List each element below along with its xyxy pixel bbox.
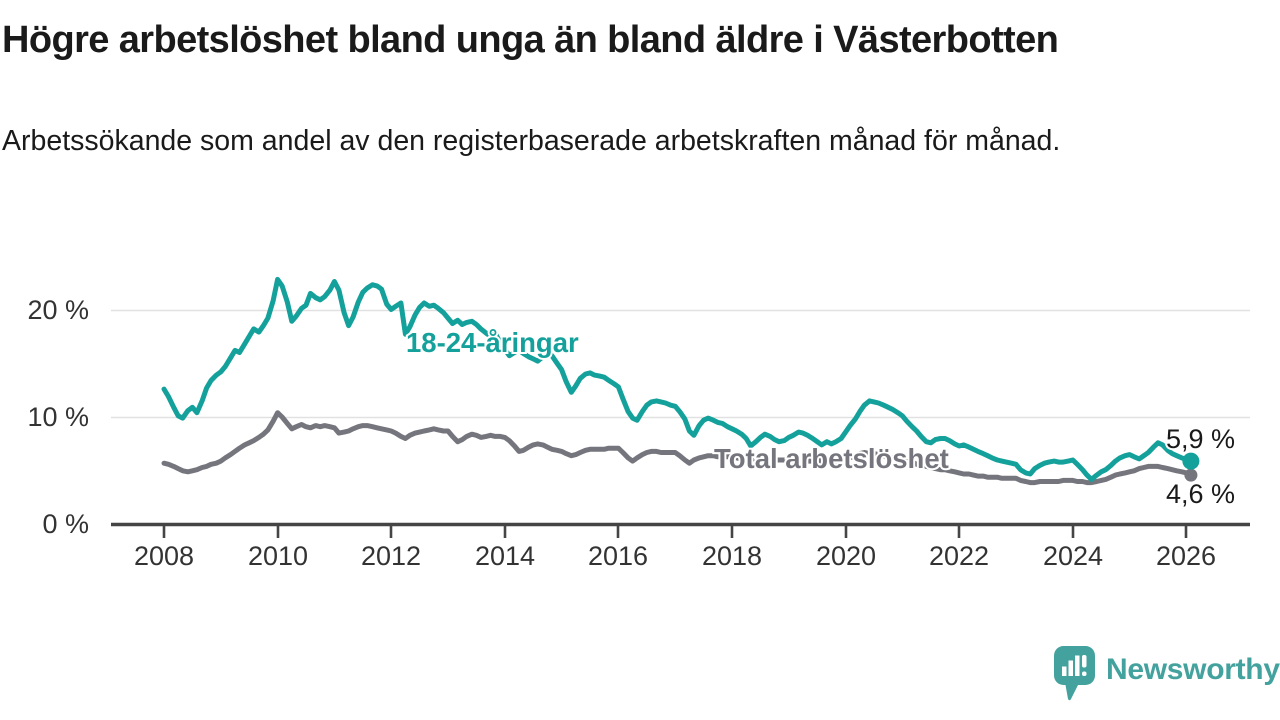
page-title: Högre arbetslöshet bland unga än bland ä… (2, 19, 1059, 61)
x-tick-label: 2024 (1043, 541, 1103, 571)
newsworthy-logo: Newsworthy (1054, 646, 1280, 706)
x-tick-label: 2012 (361, 541, 421, 571)
x-tick-label: 2022 (929, 541, 989, 571)
y-tick-label-20: 20 % (27, 295, 89, 325)
x-tick-label: 2020 (816, 541, 876, 571)
y-tick-label-10: 10 % (27, 402, 89, 432)
youth-series-label: 18-24-åringar (406, 327, 579, 358)
x-tick-label: 2010 (248, 541, 308, 571)
total-series-endpoint-dot (1184, 468, 1198, 482)
x-tick-label: 2008 (134, 541, 194, 571)
x-tick-label: 2014 (475, 541, 535, 571)
y-axis-labels: 0 % 10 % 20 % (27, 295, 89, 539)
x-tick-label: 2018 (702, 541, 762, 571)
y-tick-label-0: 0 % (42, 509, 89, 539)
x-axis: 2008 2010 2012 2014 2016 2018 2020 2022 … (111, 522, 1250, 571)
total-unemployment-series-line (161, 410, 1194, 486)
brand-name: Newsworthy (1106, 653, 1280, 686)
youth-unemployment-series-line (161, 276, 1194, 482)
youth-end-value-label: 5,9 % (1166, 424, 1235, 454)
logo-bars (1062, 655, 1087, 676)
page-subtitle: Arbetssökande som andel av den registerb… (2, 125, 1061, 157)
horizontal-gridlines (111, 309, 1250, 419)
total-end-value-label: 4,6 % (1166, 479, 1235, 509)
speech-bubble-bar-chart-icon (1054, 646, 1095, 701)
total-series-label: Total arbetslöshet (714, 443, 949, 474)
x-tick-label: 2026 (1156, 541, 1216, 571)
youth-series-endpoint-dot (1182, 452, 1200, 470)
x-tick-label: 2016 (588, 541, 648, 571)
